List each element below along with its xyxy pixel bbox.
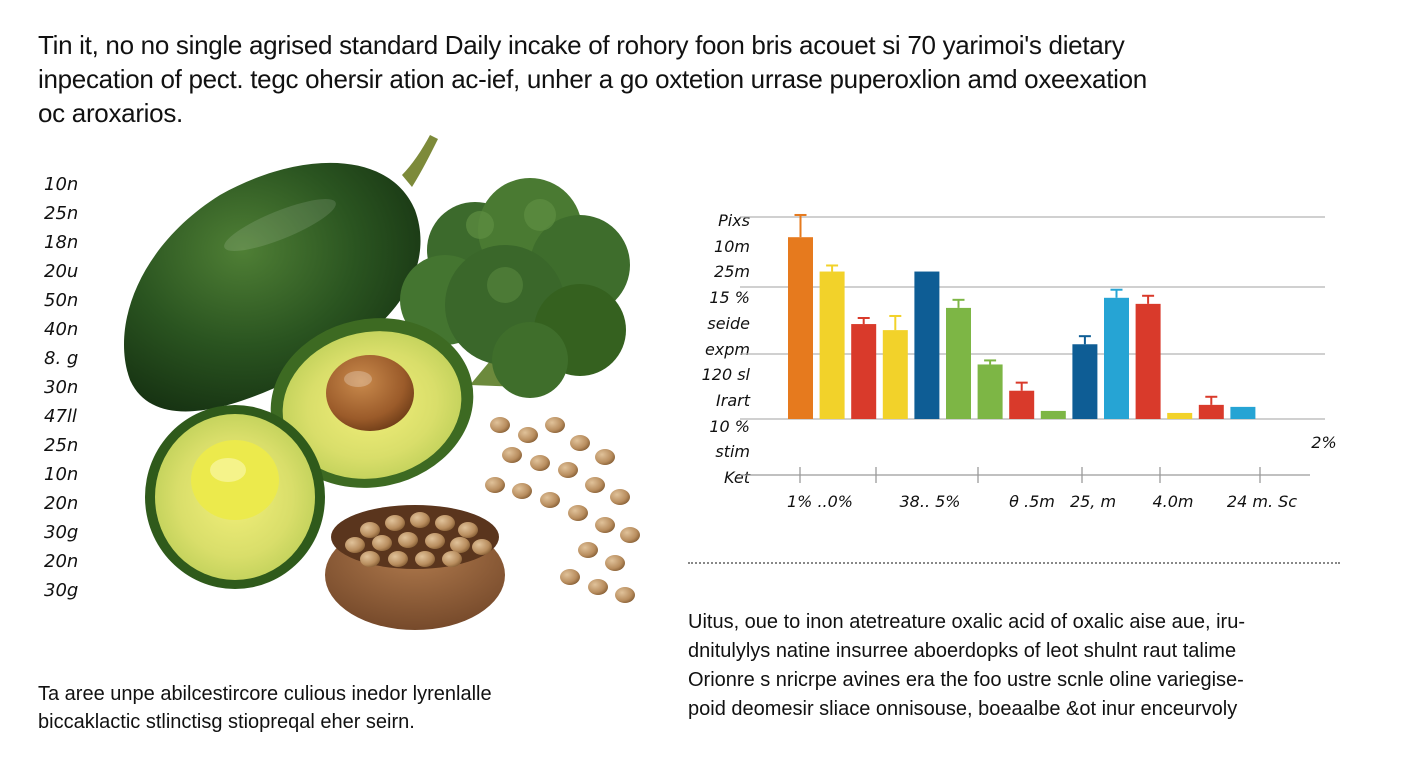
bowl-of-legumes-icon [325, 505, 505, 630]
left-list-item: 20n [44, 493, 79, 514]
avocado-half-icon [145, 405, 325, 589]
left-list-item: 25n [44, 203, 79, 224]
loose-legumes-icon [485, 417, 640, 603]
caption-right-line-4: poid deomesir sliace onnisouse, boeaalbe… [688, 698, 1238, 720]
caption-right-line-2: dnitulylys natine insurree aboerdopks of… [688, 640, 1237, 662]
chart-bar [1104, 297, 1129, 419]
y-tick-label: Ket [723, 468, 750, 488]
caption-left-line-2: biccaklactic stlinctisg stiopreqal eher … [38, 711, 415, 733]
left-list-item: 8. g [44, 348, 79, 369]
y-tick-label: seide [707, 313, 750, 333]
avocado-half-with-pit-icon [270, 318, 474, 488]
chart-bars [788, 213, 1256, 419]
left-list-item: 30g [44, 580, 79, 601]
chart-bar [1230, 406, 1256, 419]
left-list-item: 40n [44, 319, 79, 340]
left-value-list: 10n 25n 18n 20u 50n 40n 8. g 30n 47ll 25… [44, 170, 104, 605]
chart-bar [882, 330, 908, 419]
x-tick-label: 4.0m [1152, 492, 1193, 511]
y-tick-label: 25m [714, 262, 750, 282]
y-tick-label: expm [704, 339, 750, 359]
x-tick-label: θ .5m [1009, 492, 1055, 511]
chart-bar [1167, 412, 1193, 419]
x-axis-ticks [799, 467, 1261, 483]
x-tick-label: 24 m. Sc [1227, 492, 1297, 511]
y-tick-label: 15 % [709, 288, 750, 308]
chart-bar [1040, 410, 1066, 419]
caption-left-line-1: Ta aree unpe abilcestircore culious ined… [38, 683, 492, 705]
x-tick-label: 38.. 5% [900, 492, 961, 511]
left-list-item: 30n [44, 377, 79, 398]
broccoli-icon [400, 178, 630, 398]
headline-line-3: oc aroxarios. [38, 98, 183, 128]
headline-line-1: Tin it, no no single agrised standard Da… [38, 30, 1125, 60]
caption-right-line-1: Uitus, oue to inon atetreature oxalic ac… [688, 611, 1245, 633]
headline: Tin it, no no single agrised standard Da… [38, 28, 1368, 130]
left-list-item: 25n [44, 435, 79, 456]
chart-bar [946, 307, 971, 419]
y-tick-label: stim [715, 442, 750, 462]
bar-chart: 1% ..0% 38.. 5% θ .5m 25, m 4.0m 24 m. S… [740, 213, 1337, 511]
chart-bar [1009, 390, 1035, 419]
x-tick-labels: 1% ..0% 38.. 5% θ .5m 25, m 4.0m 24 m. S… [787, 492, 1297, 511]
caption-right: Uitus, oue to inon atetreature oxalic ac… [688, 608, 1368, 724]
right-annotation: 2% [1311, 433, 1336, 452]
divider [688, 562, 1340, 564]
chart-bar [851, 324, 877, 419]
chart-bar [819, 271, 845, 419]
left-list-item: 47ll [44, 406, 77, 427]
headline-line-2: inpecation of pect. tegc ohersir ation a… [38, 64, 1147, 94]
left-list-item: 20u [44, 261, 79, 282]
caption-right-line-3: Orionre s nricrpe avines era the foo ust… [688, 669, 1244, 691]
chart-bar [788, 237, 813, 419]
left-list-item: 10n [44, 174, 79, 195]
food-illustration [124, 135, 640, 630]
caption-left: Ta aree unpe abilcestircore culious ined… [38, 680, 658, 736]
chart-bar [914, 271, 940, 419]
chart-bar [1198, 404, 1224, 419]
y-tick-label: 120 sl [701, 365, 750, 385]
y-tick-label: 10m [714, 236, 750, 256]
chart-bar [1072, 344, 1098, 419]
chart-bar [977, 364, 1003, 419]
chart-bar [1135, 303, 1161, 419]
left-list-item: 20n [44, 551, 79, 572]
left-list-item: 50n [44, 290, 79, 311]
x-tick-label: 25, m [1070, 492, 1116, 511]
x-tick-label: 1% ..0% [787, 492, 853, 511]
y-tick-label: Pixs [718, 211, 750, 230]
left-list-item: 18n [44, 232, 79, 253]
left-list-item: 30g [44, 522, 79, 543]
y-tick-label: Irart [716, 390, 750, 410]
chart-y-tick-labels: Pixs 10m 25m 15 % seide expm 120 sl Irar… [700, 208, 750, 491]
y-tick-label: 10 % [709, 416, 750, 436]
left-list-item: 10n [44, 464, 79, 485]
